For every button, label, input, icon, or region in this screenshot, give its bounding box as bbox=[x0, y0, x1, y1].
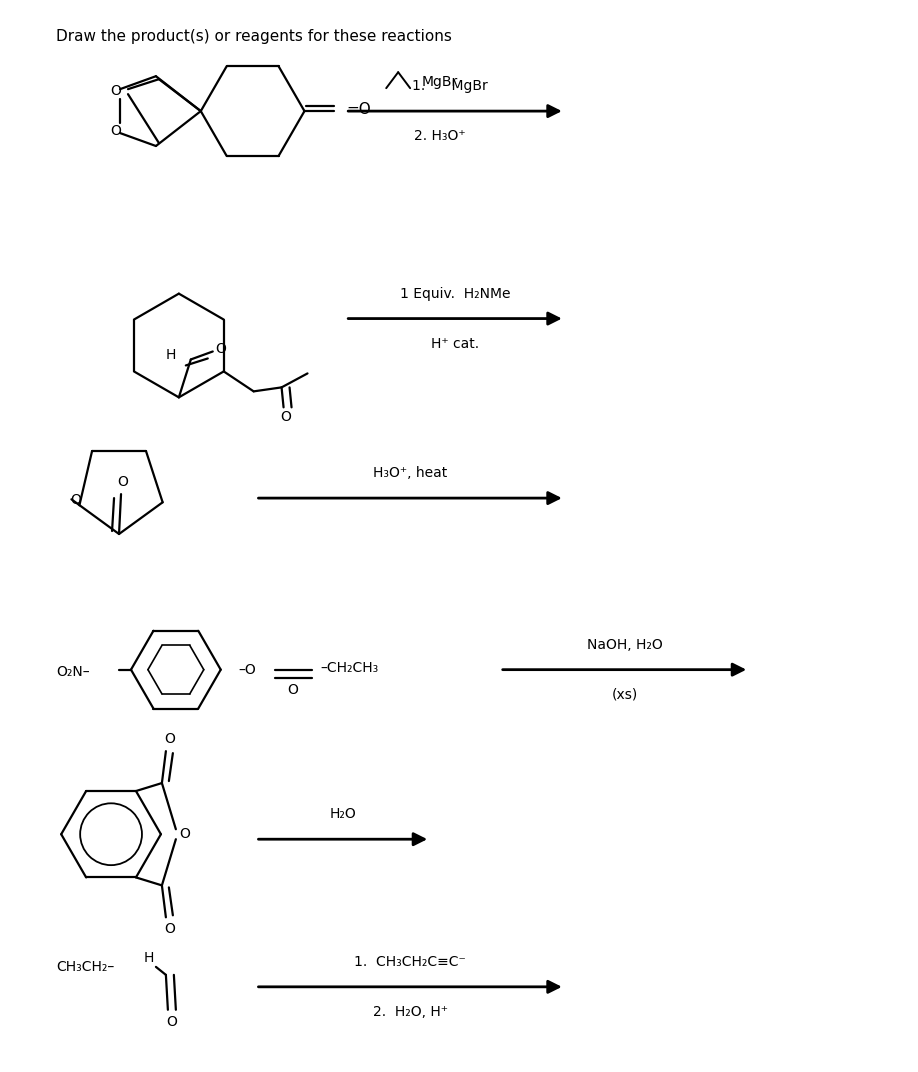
Text: O: O bbox=[110, 85, 121, 99]
Text: O: O bbox=[118, 475, 129, 489]
Text: 1.  CH₃CH₂C≡C⁻: 1. CH₃CH₂C≡C⁻ bbox=[354, 955, 466, 969]
Text: O: O bbox=[280, 411, 291, 425]
Text: 1 Equiv.  H₂NMe: 1 Equiv. H₂NMe bbox=[399, 286, 510, 300]
Text: MgBr: MgBr bbox=[422, 75, 458, 89]
Text: H₂O: H₂O bbox=[330, 807, 357, 821]
Text: O: O bbox=[179, 828, 190, 842]
Text: 2.  H₂O, H⁺: 2. H₂O, H⁺ bbox=[373, 1004, 448, 1018]
Text: H⁺ cat.: H⁺ cat. bbox=[431, 337, 479, 351]
Text: O: O bbox=[70, 493, 81, 507]
Text: H: H bbox=[143, 951, 154, 965]
Text: (xs): (xs) bbox=[611, 687, 638, 701]
Text: O: O bbox=[164, 922, 175, 936]
Text: NaOH, H₂O: NaOH, H₂O bbox=[587, 638, 663, 652]
Text: =O: =O bbox=[346, 102, 371, 117]
Text: O: O bbox=[164, 732, 175, 746]
Text: O₂N–: O₂N– bbox=[56, 665, 90, 679]
Text: 2. H₃O⁺: 2. H₃O⁺ bbox=[414, 129, 465, 143]
Text: O: O bbox=[287, 683, 298, 697]
Text: –CH₂CH₃: –CH₂CH₃ bbox=[320, 660, 378, 674]
Text: Draw the product(s) or reagents for these reactions: Draw the product(s) or reagents for thes… bbox=[56, 29, 452, 44]
Text: 1.      MgBr: 1. MgBr bbox=[412, 79, 487, 93]
Text: O: O bbox=[166, 1015, 177, 1029]
Text: –O: –O bbox=[239, 662, 256, 676]
Text: CH₃CH₂–: CH₃CH₂– bbox=[56, 959, 115, 973]
Text: O: O bbox=[216, 342, 226, 357]
Text: O: O bbox=[110, 124, 121, 138]
Text: H₃O⁺, heat: H₃O⁺, heat bbox=[373, 466, 447, 480]
Text: H: H bbox=[165, 348, 176, 362]
